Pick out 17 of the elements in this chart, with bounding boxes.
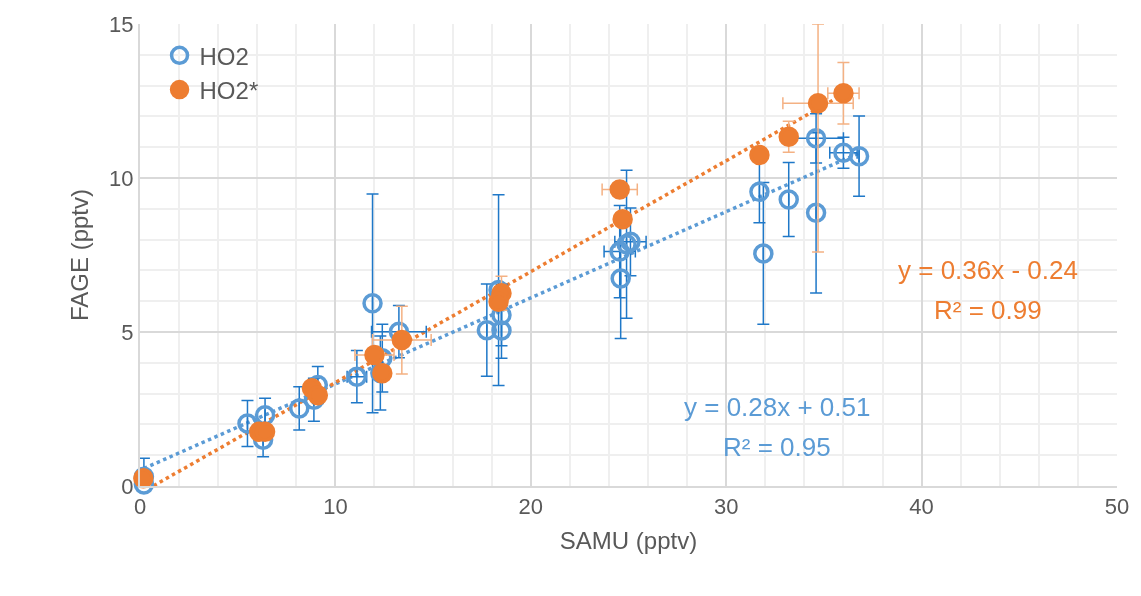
legend-label: HO2: [199, 42, 249, 70]
annotation: y = 0.28x + 0.51: [684, 392, 871, 422]
legend-label: HO2*: [199, 76, 259, 104]
x-tick-label: 10: [323, 494, 348, 520]
x-tick-label: 40: [909, 494, 934, 520]
annotation: R² = 0.99: [934, 295, 1042, 325]
x-tick-label: 50: [1104, 494, 1130, 520]
annotation: y = 0.36x - 0.24: [898, 255, 1078, 285]
annotation: R² = 0.95: [723, 432, 831, 462]
y-tick-label: 5: [121, 319, 134, 345]
y-tick-label: 10: [109, 165, 134, 191]
y-tick-label: 15: [109, 11, 134, 37]
x-axis-title: SAMU (pptv): [559, 527, 698, 555]
x-tick-label: 30: [713, 494, 739, 520]
x-tick-label: 20: [518, 494, 544, 520]
y-tick-label: 0: [121, 473, 134, 499]
y-axis-title: FAGE (pptv): [65, 188, 93, 322]
